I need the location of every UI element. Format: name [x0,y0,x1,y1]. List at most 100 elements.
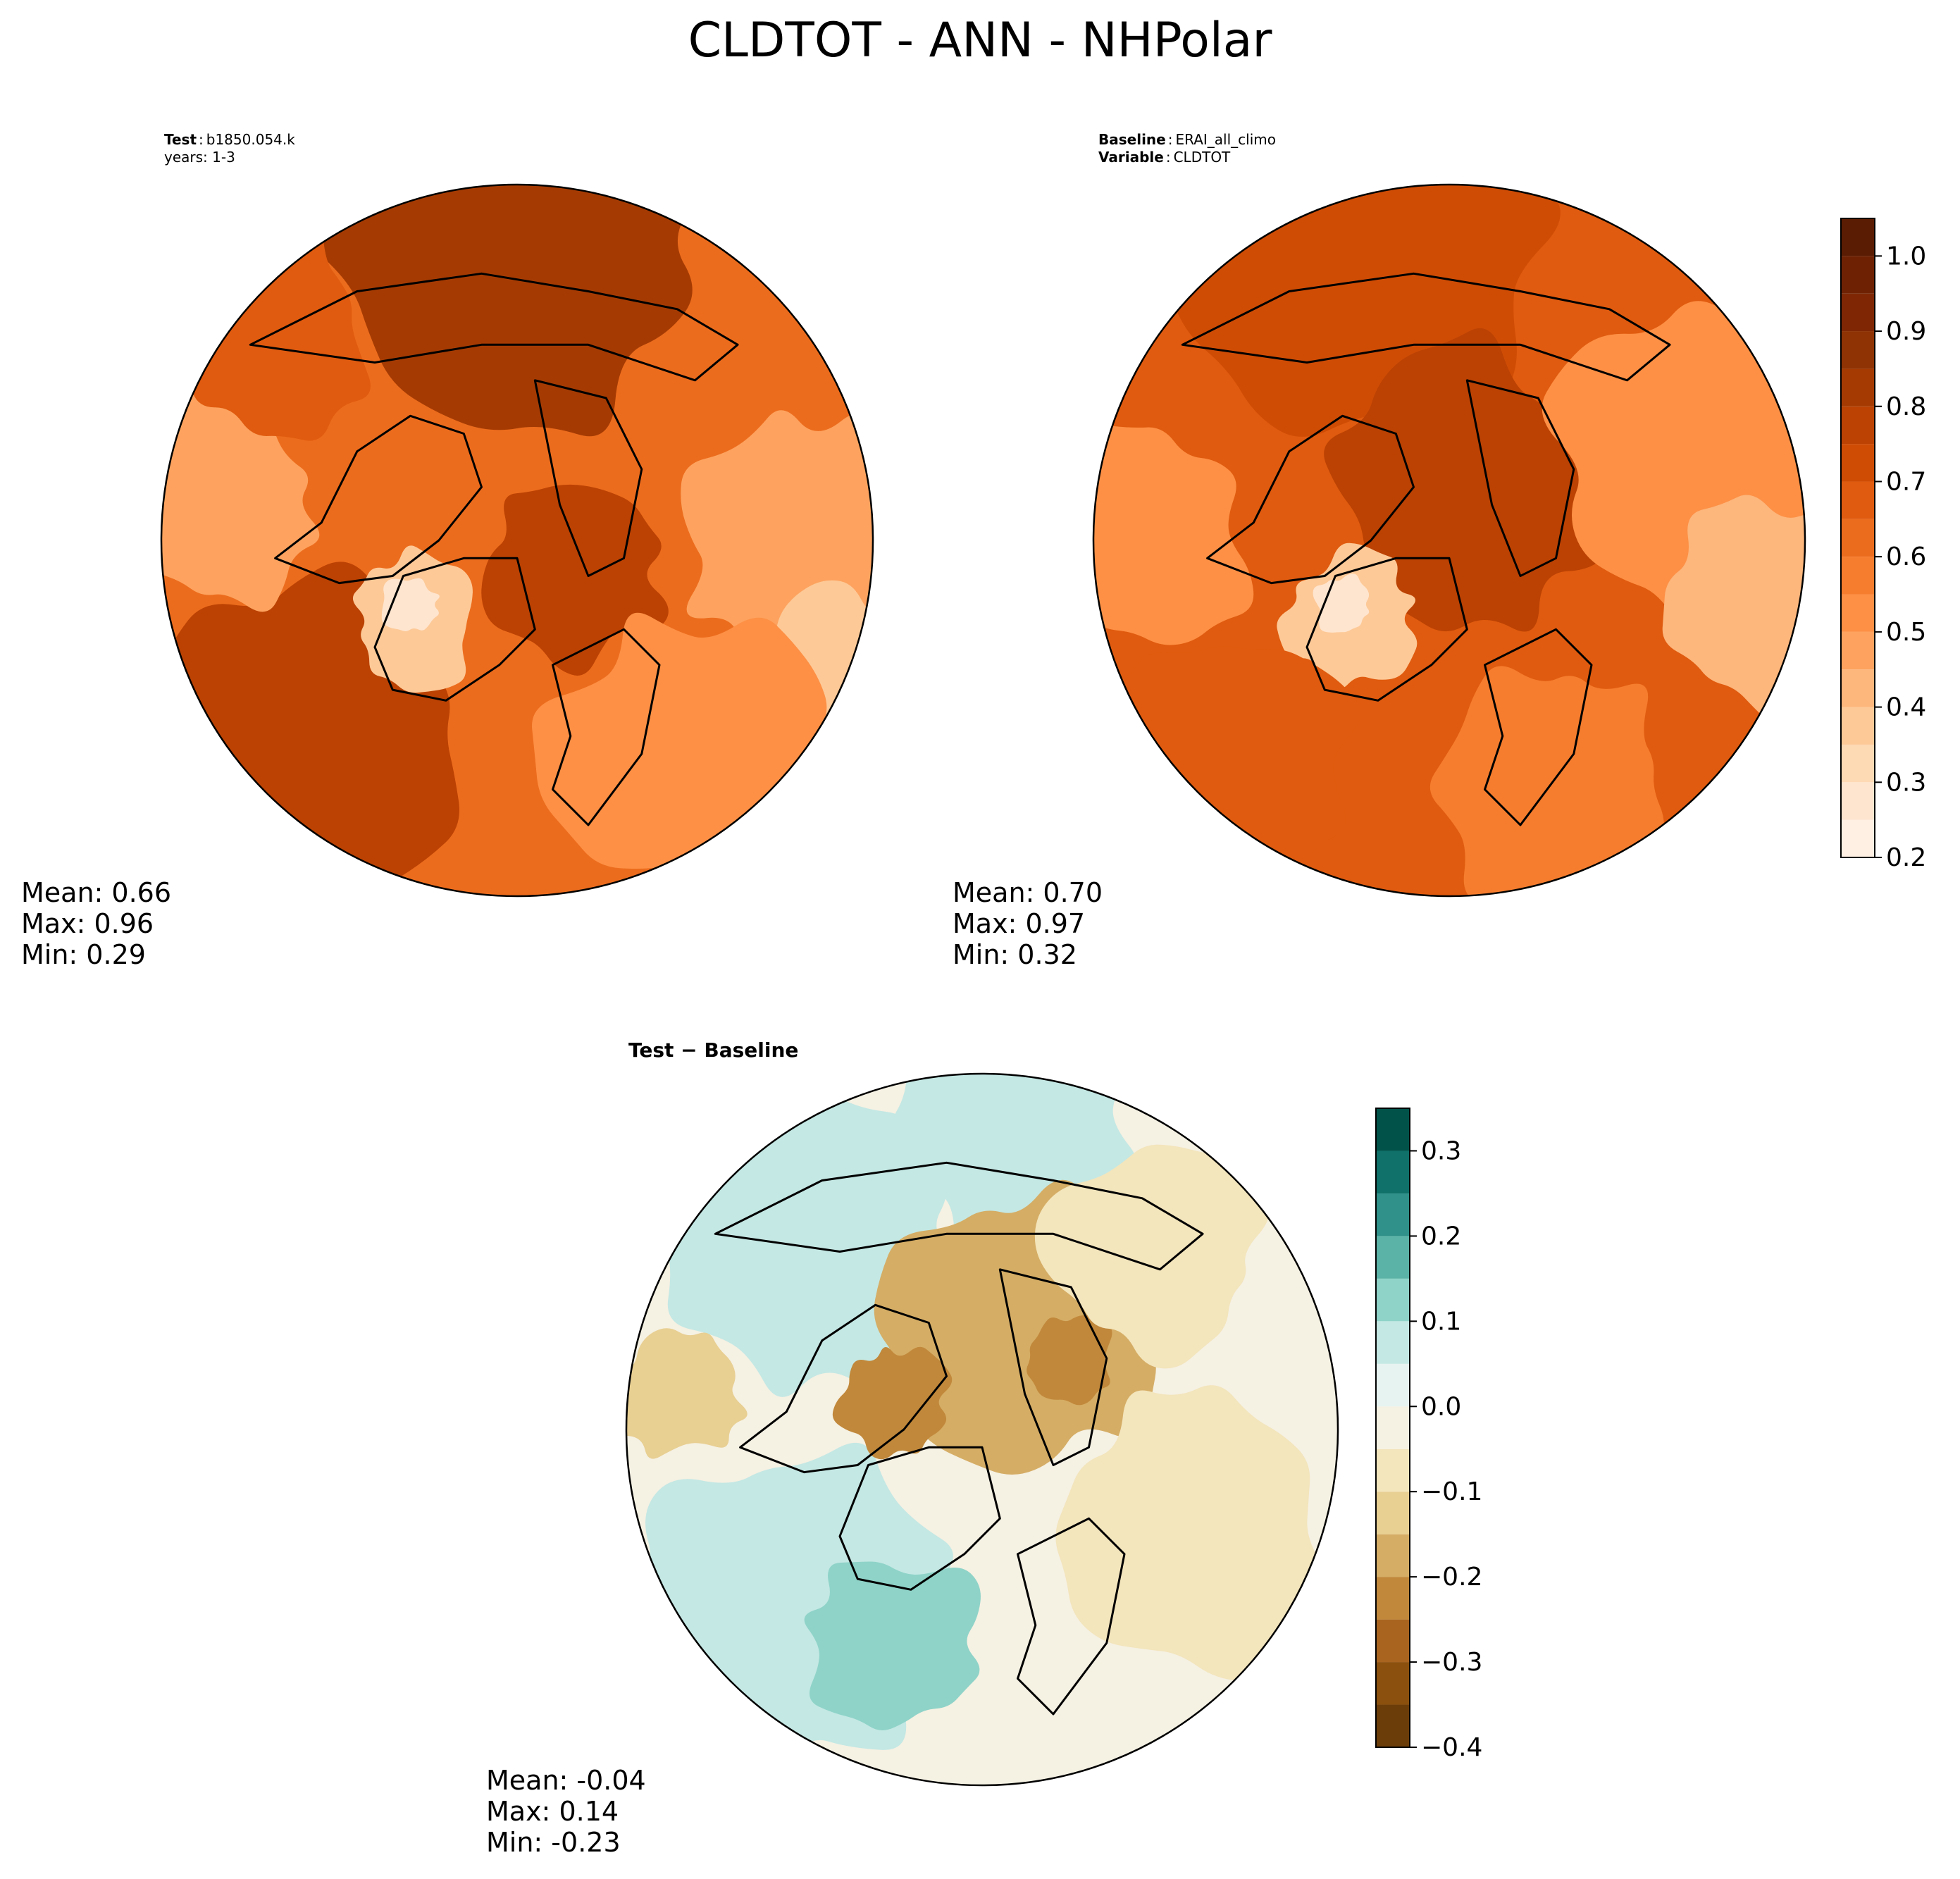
field-colorbar-band [1841,218,1875,256]
field-colorbar-tick-label: 0.6 [1886,542,1926,571]
test-header-line2: years: 1-3 [164,149,235,166]
test-min: Min: 0.29 [21,939,146,970]
field-colorbar-band [1841,256,1875,294]
diff-colorbar-band [1376,1406,1410,1449]
baseline-header-line1: Baseline: ERAI_all_climo [1098,131,1276,148]
field-colorbar-band [1841,331,1875,369]
baseline-max: Max: 0.97 [953,908,1085,939]
diff-colorbar-frame [1375,1108,1410,1748]
variable-header-sep: : [1166,149,1171,166]
diff-map [625,1072,1339,1787]
baseline-map-coastline [1484,628,1593,826]
test-map-coastline [552,628,661,826]
diff-map-coastline [838,1446,1001,1591]
field-colorbar-band [1841,293,1875,332]
diff-colorbar-tick-label: 0.3 [1421,1136,1461,1165]
diff-colorbar-band [1376,1619,1410,1663]
test-header-value: b1850.054.k [206,131,295,148]
field-colorbar-band [1841,594,1875,632]
baseline-map-boundary [1092,183,1806,898]
baseline-map-contour-region [1313,573,1370,633]
diff-map-boundary [625,1072,1339,1787]
diff-colorbar-tick-label: 0.2 [1421,1222,1461,1251]
variable-header-key: Variable [1098,149,1164,166]
baseline-stats: Mean: 0.70 Max: 0.97 Min: 0.32 [953,877,1103,970]
diff-colorbar-band [1376,1449,1410,1492]
diff-colorbar-band [1376,1108,1410,1151]
field-colorbar-frame [1840,218,1875,858]
diff-colorbar-tick-label: −0.3 [1421,1648,1482,1677]
diff-stats: Mean: -0.04 Max: 0.14 Min: -0.23 [486,1765,646,1858]
diff-colorbar-tick-label: 0.1 [1421,1307,1461,1336]
test-map-contour-region [161,388,320,612]
test-map [160,183,874,898]
field-colorbar-band [1841,744,1875,783]
diff-map-contour-region [1026,1315,1112,1406]
test-map-contour-region [316,185,703,437]
test-map-coastline [274,414,483,585]
diff-map-contour-region [832,1346,953,1460]
diff-colorbar-band [1376,1363,1410,1407]
field-colorbar-band [1841,368,1875,407]
field-colorbar-tick-label: 0.5 [1886,618,1926,647]
field-colorbar-tick-label: 0.2 [1886,843,1926,872]
field-colorbar: 0.2 0.3 0.4 0.5 0.6 0.7 0.8 0.9 1.0 [1840,218,1926,872]
diff-colorbar-band [1376,1492,1410,1534]
field-colorbar-band [1841,631,1875,670]
field-colorbar-band [1841,819,1875,857]
field-colorbar-tick-label: 0.7 [1886,467,1926,496]
diff-map-coastline [998,1268,1108,1466]
baseline-map-coastline [1305,557,1468,702]
diff-colorbar-tick-label: 0.0 [1421,1392,1461,1421]
field-colorbar-tick-label: 0.4 [1886,693,1926,722]
diff-colorbar-band [1376,1704,1410,1747]
test-map-coastline [533,379,643,577]
baseline-header-line2: Variable: CLDTOT [1098,149,1231,166]
diff-min: Min: -0.23 [486,1827,621,1858]
diff-colorbar-band [1376,1278,1410,1322]
field-colorbar-tick-label: 1.0 [1886,242,1926,271]
diff-colorbar-band [1376,1236,1410,1279]
test-map-coastline [373,557,536,702]
field-colorbar-band [1841,519,1875,557]
field-colorbar-tick-label: 0.9 [1886,317,1926,346]
figure-title: CLDTOT - ANN - NHPolar [688,13,1272,68]
diff-map-contour-region [804,1561,981,1730]
diff-colorbar: −0.4 −0.3 −0.2 −0.1 0.0 0.1 0.2 0.3 [1375,1108,1482,1762]
diff-colorbar-band [1376,1662,1410,1705]
baseline-map-coastline [1465,379,1575,577]
diff-map-contour-region [1034,1144,1271,1369]
diff-map-contour-region [626,1328,748,1459]
diff-colorbar-band [1376,1321,1410,1364]
test-stats: Mean: 0.66 Max: 0.96 Min: 0.29 [21,877,171,970]
field-colorbar-band [1841,669,1875,707]
baseline-map-coastline [1206,414,1415,585]
test-max: Max: 0.96 [21,908,154,939]
diff-max: Max: 0.14 [486,1796,619,1827]
baseline-header-key: Baseline [1098,131,1166,148]
test-header-key: Test [164,131,197,148]
baseline-map-contour-region [1662,495,1805,737]
diff-map-coastline [1017,1517,1126,1716]
diff-header: Test − Baseline [628,1038,798,1062]
test-mean: Mean: 0.66 [21,877,171,908]
test-map-boundary [160,183,874,898]
baseline-map-coastline [1181,272,1671,382]
field-colorbar-tick-label: 0.8 [1886,392,1926,421]
diff-colorbar-tick-label: −0.4 [1421,1733,1482,1762]
baseline-header-sep: : [1168,131,1173,148]
diff-colorbar-tick-label: −0.2 [1421,1563,1482,1592]
field-colorbar-band [1841,406,1875,445]
baseline-map [1092,183,1806,898]
test-map-contour-region [481,484,669,676]
field-colorbar-band [1841,782,1875,820]
diff-colorbar-band [1376,1534,1410,1577]
diff-colorbar-band [1376,1151,1410,1193]
diff-colorbar-tick-label: −0.1 [1421,1477,1482,1506]
test-header-line1: Test: b1850.054.k [164,131,295,148]
baseline-mean: Mean: 0.70 [953,877,1103,908]
test-header-sep: : [199,131,204,148]
variable-header-value: CLDTOT [1174,149,1231,166]
baseline-min: Min: 0.32 [953,939,1077,970]
